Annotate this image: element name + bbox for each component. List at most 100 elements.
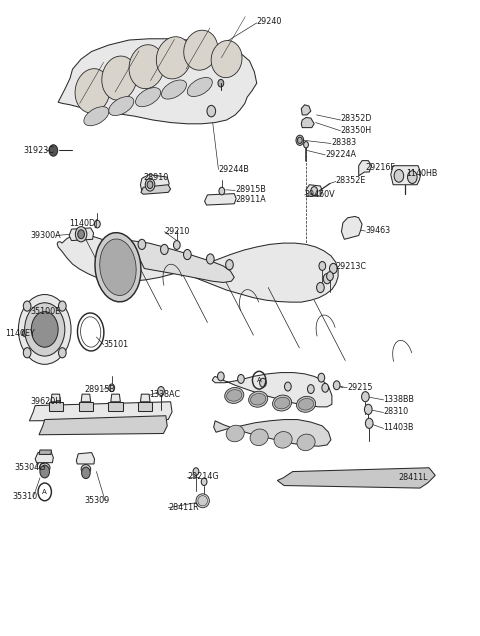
Polygon shape [48, 402, 63, 411]
Circle shape [329, 263, 337, 273]
Circle shape [219, 187, 225, 195]
Circle shape [408, 171, 417, 183]
Circle shape [59, 348, 66, 358]
Circle shape [18, 294, 71, 364]
Text: 28352D: 28352D [340, 114, 372, 123]
Ellipse shape [249, 391, 268, 407]
Ellipse shape [297, 434, 315, 451]
Text: 35101: 35101 [104, 340, 129, 349]
Text: 28310: 28310 [384, 408, 408, 417]
Text: 35304G: 35304G [14, 462, 46, 472]
Text: 39463: 39463 [365, 226, 391, 235]
Text: 28911A: 28911A [235, 195, 266, 204]
Ellipse shape [250, 429, 268, 446]
Ellipse shape [226, 425, 244, 442]
Circle shape [308, 385, 314, 394]
Text: 28411L: 28411L [398, 473, 428, 482]
Polygon shape [79, 402, 93, 411]
Text: 39460V: 39460V [305, 190, 335, 199]
Circle shape [317, 282, 324, 293]
Text: 29224A: 29224A [325, 149, 356, 159]
Circle shape [394, 170, 404, 182]
Circle shape [364, 404, 372, 415]
Polygon shape [141, 394, 150, 402]
Polygon shape [359, 161, 372, 176]
Circle shape [160, 244, 168, 254]
Circle shape [333, 381, 340, 390]
Text: 35310: 35310 [12, 492, 38, 501]
Polygon shape [131, 240, 234, 282]
Ellipse shape [187, 78, 212, 97]
Circle shape [82, 467, 90, 478]
Polygon shape [39, 450, 51, 455]
Circle shape [201, 478, 207, 485]
Circle shape [361, 392, 369, 402]
Polygon shape [141, 174, 169, 191]
Ellipse shape [95, 233, 141, 302]
Polygon shape [306, 184, 323, 196]
Text: 29244B: 29244B [218, 165, 249, 174]
Text: 39620H: 39620H [30, 398, 61, 406]
Ellipse shape [196, 494, 209, 508]
Ellipse shape [273, 395, 292, 411]
Polygon shape [108, 402, 123, 411]
Text: 1338BB: 1338BB [384, 395, 415, 404]
Circle shape [59, 301, 66, 311]
Circle shape [318, 373, 324, 382]
Circle shape [78, 230, 84, 238]
Ellipse shape [135, 88, 161, 107]
Circle shape [75, 226, 87, 242]
Circle shape [193, 467, 199, 475]
Polygon shape [29, 402, 172, 421]
Text: 35100E: 35100E [30, 307, 60, 316]
Text: 28915B: 28915B [235, 185, 266, 195]
Circle shape [138, 239, 146, 249]
Circle shape [298, 137, 302, 144]
Text: 29216F: 29216F [365, 163, 395, 172]
Text: 28910: 28910 [144, 172, 168, 182]
Polygon shape [57, 234, 338, 302]
Text: 29240: 29240 [257, 17, 282, 25]
Circle shape [95, 220, 100, 228]
Polygon shape [277, 467, 435, 488]
Polygon shape [81, 394, 91, 402]
Text: A: A [42, 489, 47, 495]
Text: 1338AC: 1338AC [149, 391, 180, 399]
Circle shape [31, 312, 58, 347]
Circle shape [217, 372, 224, 381]
Circle shape [311, 186, 318, 195]
Circle shape [326, 272, 333, 280]
Circle shape [183, 249, 191, 259]
Text: 29215: 29215 [347, 383, 372, 392]
Text: 1140DJ: 1140DJ [69, 219, 97, 228]
Ellipse shape [156, 37, 192, 79]
Circle shape [109, 384, 115, 392]
Circle shape [319, 261, 325, 270]
Ellipse shape [184, 30, 218, 70]
Text: 28352E: 28352E [336, 176, 366, 186]
Polygon shape [204, 193, 236, 205]
Circle shape [304, 142, 309, 148]
Circle shape [323, 273, 331, 284]
Polygon shape [39, 416, 167, 435]
Circle shape [238, 375, 244, 384]
Polygon shape [141, 184, 170, 194]
Polygon shape [214, 420, 331, 446]
Circle shape [285, 382, 291, 391]
Ellipse shape [211, 41, 242, 78]
Text: 28411R: 28411R [168, 503, 199, 512]
Ellipse shape [129, 45, 164, 88]
Circle shape [145, 178, 155, 191]
Circle shape [22, 330, 27, 336]
Text: 39300A: 39300A [30, 231, 61, 240]
Circle shape [24, 348, 31, 358]
Circle shape [157, 387, 164, 396]
Text: 1140HB: 1140HB [407, 169, 438, 179]
Ellipse shape [39, 463, 50, 473]
Polygon shape [301, 118, 314, 128]
Ellipse shape [109, 97, 134, 116]
Text: 28350H: 28350H [340, 126, 372, 135]
Text: 29213C: 29213C [336, 262, 367, 271]
Ellipse shape [102, 56, 137, 100]
Polygon shape [341, 216, 362, 239]
